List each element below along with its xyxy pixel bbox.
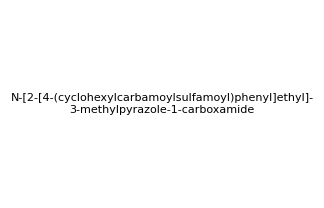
Text: N-[2-[4-(cyclohexylcarbamoylsulfamoyl)phenyl]ethyl]-
3-methylpyrazole-1-carboxam: N-[2-[4-(cyclohexylcarbamoylsulfamoyl)ph… [10,93,314,115]
